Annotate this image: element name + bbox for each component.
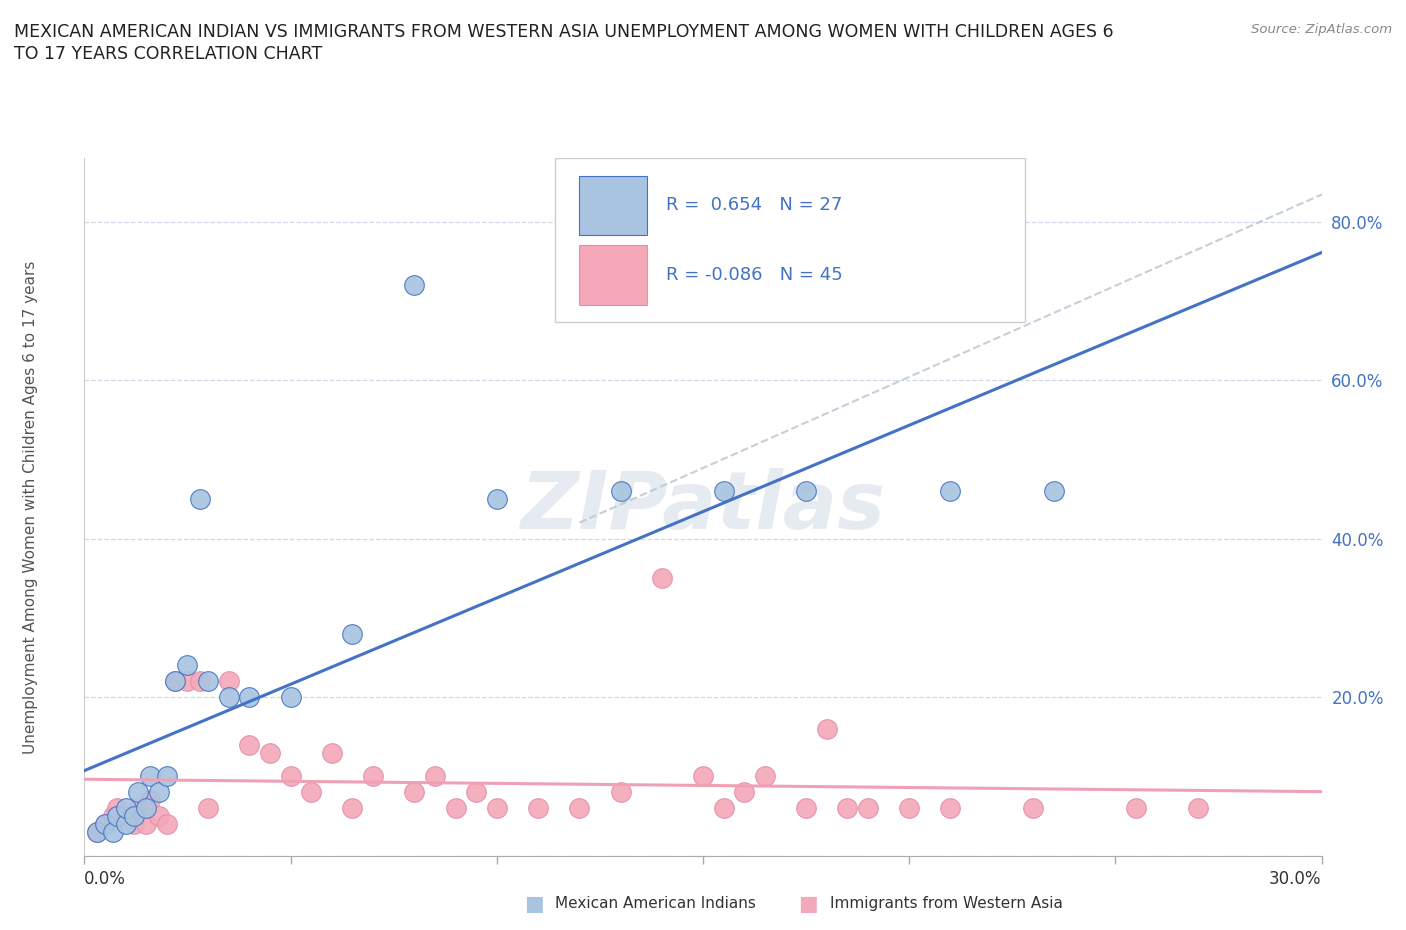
Text: TO 17 YEARS CORRELATION CHART: TO 17 YEARS CORRELATION CHART xyxy=(14,45,322,62)
Point xyxy=(527,801,550,816)
Point xyxy=(103,824,125,839)
Point xyxy=(754,769,776,784)
Text: Immigrants from Western Asia: Immigrants from Western Asia xyxy=(830,897,1063,911)
Point xyxy=(176,658,198,672)
Point xyxy=(105,808,128,823)
Point xyxy=(651,571,673,586)
Point xyxy=(1022,801,1045,816)
Point xyxy=(361,769,384,784)
Point xyxy=(609,785,631,800)
Point xyxy=(103,808,125,823)
Point xyxy=(139,792,162,807)
Point xyxy=(485,801,508,816)
FancyBboxPatch shape xyxy=(579,176,647,235)
Point xyxy=(321,745,343,760)
Point xyxy=(188,491,211,506)
Point xyxy=(898,801,921,816)
Point xyxy=(176,673,198,688)
Point xyxy=(197,801,219,816)
Point xyxy=(485,491,508,506)
Point xyxy=(1187,801,1209,816)
Point xyxy=(86,824,108,839)
Point xyxy=(114,801,136,816)
Point xyxy=(218,690,240,705)
Point xyxy=(197,673,219,688)
Point xyxy=(165,673,187,688)
Point xyxy=(238,737,260,752)
Point xyxy=(127,785,149,800)
Point xyxy=(94,817,117,831)
Point xyxy=(127,801,149,816)
FancyBboxPatch shape xyxy=(554,158,1025,322)
Point xyxy=(837,801,859,816)
FancyBboxPatch shape xyxy=(579,246,647,305)
Point xyxy=(404,785,426,800)
Point xyxy=(148,785,170,800)
Point xyxy=(1125,801,1147,816)
Point xyxy=(259,745,281,760)
Point xyxy=(114,808,136,823)
Point xyxy=(280,690,302,705)
Point xyxy=(444,801,467,816)
Point xyxy=(122,817,145,831)
Point xyxy=(794,484,817,498)
Text: ■: ■ xyxy=(799,894,818,914)
Point xyxy=(139,769,162,784)
Point xyxy=(148,808,170,823)
Point xyxy=(423,769,446,784)
Text: Mexican American Indians: Mexican American Indians xyxy=(555,897,756,911)
Text: 0.0%: 0.0% xyxy=(84,870,127,888)
Point xyxy=(404,277,426,292)
Point xyxy=(815,722,838,737)
Point xyxy=(156,769,179,784)
Point xyxy=(1042,484,1064,498)
Point xyxy=(733,785,755,800)
Text: R =  0.654   N = 27: R = 0.654 N = 27 xyxy=(666,196,842,214)
Point xyxy=(856,801,879,816)
Point xyxy=(105,801,128,816)
Text: Source: ZipAtlas.com: Source: ZipAtlas.com xyxy=(1251,23,1392,36)
Point xyxy=(609,484,631,498)
Point xyxy=(238,690,260,705)
Point xyxy=(713,484,735,498)
Point xyxy=(280,769,302,784)
Point xyxy=(156,817,179,831)
Point xyxy=(939,801,962,816)
Point xyxy=(465,785,488,800)
Point xyxy=(86,824,108,839)
Point xyxy=(114,817,136,831)
Point xyxy=(299,785,322,800)
Text: R = -0.086   N = 45: R = -0.086 N = 45 xyxy=(666,266,842,284)
Point xyxy=(218,673,240,688)
Point xyxy=(342,801,364,816)
Point xyxy=(188,673,211,688)
Text: Unemployment Among Women with Children Ages 6 to 17 years: Unemployment Among Women with Children A… xyxy=(24,260,38,753)
Point xyxy=(94,817,117,831)
Point xyxy=(692,769,714,784)
Point xyxy=(135,817,157,831)
Point xyxy=(135,801,157,816)
Point xyxy=(713,801,735,816)
Text: ■: ■ xyxy=(524,894,544,914)
Point xyxy=(939,484,962,498)
Point xyxy=(122,808,145,823)
Point xyxy=(342,626,364,641)
Point xyxy=(794,801,817,816)
Text: ZIPatlas: ZIPatlas xyxy=(520,468,886,546)
Point xyxy=(568,801,591,816)
Point xyxy=(165,673,187,688)
Text: MEXICAN AMERICAN INDIAN VS IMMIGRANTS FROM WESTERN ASIA UNEMPLOYMENT AMONG WOMEN: MEXICAN AMERICAN INDIAN VS IMMIGRANTS FR… xyxy=(14,23,1114,41)
Text: 30.0%: 30.0% xyxy=(1270,870,1322,888)
